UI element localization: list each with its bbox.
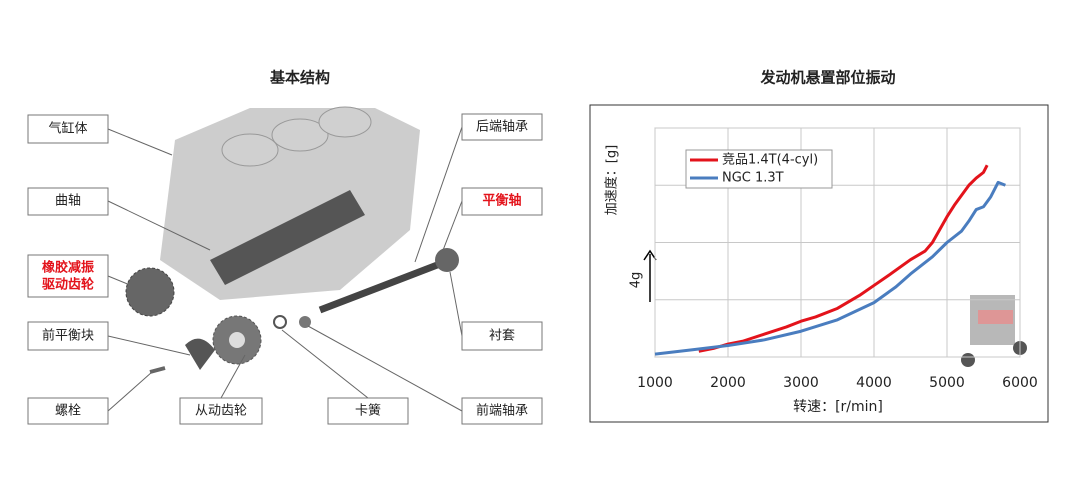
series-line [654,180,1006,356]
legend-label: NGC 1.3T [722,171,784,186]
engine-illustration [125,106,459,374]
annotation-text: 4g [629,272,644,289]
part-labels: 气缸体 曲轴 橡胶减振 驱动齿轮 前平衡块 螺栓 从动齿轮 卡簧 前端轴承 衬套… [27,113,543,425]
part-label: 平衡轴 [482,193,521,209]
x-tick-label: 5000 [929,375,965,391]
chart-frame [589,104,1049,423]
chart-title: 发动机悬置部位振动 [759,69,895,87]
leader-lines [107,126,463,412]
legend-box [685,149,833,189]
x-tick-label: 1000 [637,375,673,391]
part-label: 前平衡块 [42,328,94,344]
x-axis-label: 转速：[r/min] [793,399,883,415]
legend-label: 竞品1.4T(4-cyl) [722,152,818,168]
x-tick-label: 6000 [1002,375,1038,391]
x-tick-label: 2000 [710,375,746,391]
series-line [698,164,989,353]
y-axis-label: 加速度：[g] [604,145,620,215]
part-label: 橡胶减振 [42,260,94,276]
part-label: 卡簧 [355,403,381,419]
part-label: 后端轴承 [476,120,528,135]
x-tick-label: 4000 [856,375,892,391]
part-label: 前端轴承 [476,403,528,419]
part-label: 衬套 [489,328,515,344]
diagram-title: 基本结构 [269,69,330,87]
part-label: 驱动齿轮 [42,277,94,293]
x-tick-label: 3000 [783,375,819,391]
engine-thumbnail [961,295,1027,367]
part-label: 气缸体 [48,121,87,137]
part-label: 螺栓 [55,404,81,419]
part-label: 从动齿轮 [195,404,247,419]
part-label: 曲轴 [55,194,81,209]
annotation: 4g [629,249,657,302]
